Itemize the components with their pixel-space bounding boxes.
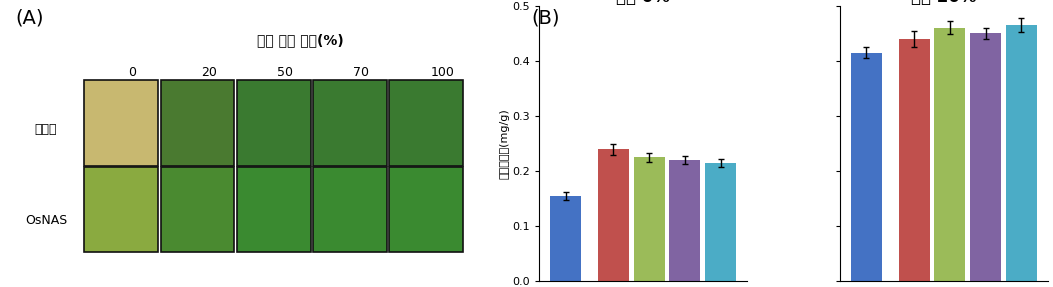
Bar xyxy=(313,80,386,166)
Bar xyxy=(84,80,158,166)
Bar xyxy=(390,80,463,166)
Bar xyxy=(670,160,700,281)
Bar xyxy=(160,80,234,166)
Bar xyxy=(706,163,736,281)
Bar xyxy=(970,33,1001,281)
Bar xyxy=(313,167,386,252)
Bar xyxy=(634,157,664,281)
Text: 70: 70 xyxy=(354,66,370,79)
Title: 철분 20%: 철분 20% xyxy=(911,0,977,5)
Bar xyxy=(851,53,882,281)
Y-axis label: 엽록체함량(mg/g): 엽록체함량(mg/g) xyxy=(500,108,510,179)
Bar xyxy=(160,167,234,252)
Text: (B): (B) xyxy=(532,9,560,28)
Text: OsNAS: OsNAS xyxy=(25,214,67,227)
Bar xyxy=(84,167,158,252)
Bar xyxy=(1006,25,1037,281)
Text: 20: 20 xyxy=(201,66,217,79)
Text: 배지 철분 함량(%): 배지 철분 함량(%) xyxy=(257,33,343,47)
Bar xyxy=(598,149,629,281)
Text: 0: 0 xyxy=(128,66,137,79)
Text: 동진뱔: 동진뱔 xyxy=(35,123,57,136)
Bar xyxy=(898,39,930,281)
Bar xyxy=(934,28,966,281)
Text: (A): (A) xyxy=(16,9,44,28)
Text: 50: 50 xyxy=(277,66,293,79)
Bar xyxy=(390,167,463,252)
Bar xyxy=(550,196,581,281)
Bar xyxy=(237,167,311,252)
Bar xyxy=(237,80,311,166)
Title: 철분 0%: 철분 0% xyxy=(616,0,670,5)
Text: 100: 100 xyxy=(431,66,455,79)
